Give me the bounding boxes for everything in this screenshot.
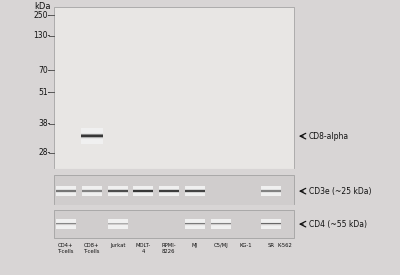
Bar bbox=[54, 210, 294, 238]
Bar bbox=[81, 135, 103, 136]
Bar bbox=[81, 130, 103, 131]
Text: kDa: kDa bbox=[34, 2, 51, 10]
Text: KG-1: KG-1 bbox=[240, 243, 252, 248]
Bar bbox=[81, 133, 103, 134]
Text: RPMI-
8226: RPMI- 8226 bbox=[162, 243, 176, 254]
Text: CD3e (~25 kDa): CD3e (~25 kDa) bbox=[309, 187, 371, 196]
Text: SR: SR bbox=[268, 243, 275, 248]
Text: 70-: 70- bbox=[38, 66, 51, 75]
Bar bbox=[81, 140, 103, 141]
Bar bbox=[81, 137, 103, 138]
Text: MJ: MJ bbox=[192, 243, 198, 248]
Bar bbox=[81, 141, 103, 142]
Bar bbox=[81, 138, 103, 139]
Text: CD4+
T-cells: CD4+ T-cells bbox=[58, 243, 74, 254]
Text: 250-: 250- bbox=[34, 11, 51, 20]
Text: C5/MJ: C5/MJ bbox=[214, 243, 228, 248]
Text: CD8+
T-cells: CD8+ T-cells bbox=[84, 243, 100, 254]
Text: CD8-alpha: CD8-alpha bbox=[309, 132, 349, 141]
Bar bbox=[81, 136, 103, 137]
Bar bbox=[81, 129, 103, 130]
Text: K-562: K-562 bbox=[277, 243, 292, 248]
Text: 38-: 38- bbox=[38, 119, 51, 128]
Text: 130-: 130- bbox=[34, 31, 51, 40]
Bar bbox=[81, 134, 103, 135]
Bar bbox=[54, 175, 294, 208]
Text: 51-: 51- bbox=[38, 88, 51, 97]
Text: MOLT-
4: MOLT- 4 bbox=[136, 243, 151, 254]
Bar bbox=[81, 132, 103, 133]
Text: CD4 (~55 kDa): CD4 (~55 kDa) bbox=[309, 220, 367, 229]
Bar bbox=[54, 7, 294, 170]
Bar bbox=[81, 143, 103, 144]
Bar bbox=[81, 142, 103, 143]
Bar bbox=[81, 131, 103, 132]
Bar bbox=[81, 139, 103, 140]
Text: Jurkat: Jurkat bbox=[110, 243, 126, 248]
Text: 28-: 28- bbox=[38, 148, 51, 157]
